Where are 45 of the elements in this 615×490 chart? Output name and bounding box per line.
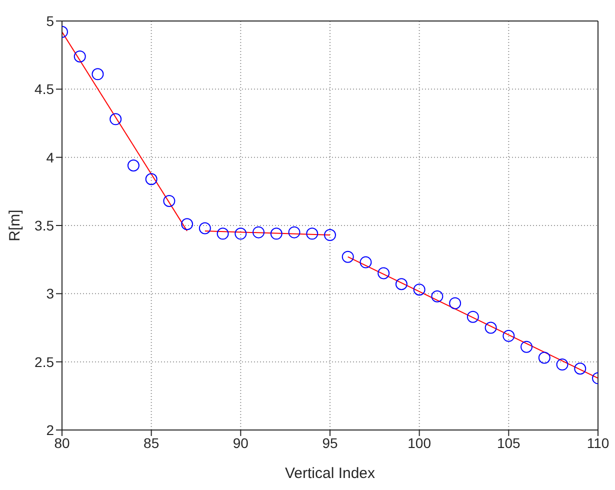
x-tick-label: 105 bbox=[496, 434, 521, 451]
x-tick-label: 110 bbox=[586, 434, 610, 451]
point bbox=[110, 113, 122, 126]
point bbox=[163, 194, 176, 207]
point bbox=[556, 358, 568, 371]
point bbox=[252, 226, 265, 238]
point bbox=[449, 297, 462, 310]
point bbox=[324, 229, 336, 242]
y-tick-label: 2.5 bbox=[34, 354, 54, 370]
point bbox=[360, 256, 372, 268]
x-axis-title: Vertical Index bbox=[284, 465, 376, 482]
point bbox=[181, 218, 194, 230]
x-tick-label: 95 bbox=[322, 434, 338, 451]
y-tick-label: 3.5 bbox=[34, 217, 54, 234]
point bbox=[216, 228, 229, 240]
point bbox=[74, 50, 86, 62]
y-tick-label: 5 bbox=[46, 12, 54, 29]
y-tick-label: 3 bbox=[46, 286, 54, 302]
point bbox=[395, 278, 408, 290]
y-tick-label: 2 bbox=[46, 422, 54, 438]
point bbox=[234, 228, 247, 240]
y-tick-label: 4.5 bbox=[34, 81, 54, 98]
point bbox=[574, 362, 586, 375]
point bbox=[502, 330, 515, 342]
point bbox=[413, 284, 426, 296]
point bbox=[198, 222, 211, 234]
point bbox=[378, 267, 390, 280]
x-tick-label: 90 bbox=[232, 434, 249, 451]
point bbox=[127, 160, 140, 172]
point bbox=[538, 352, 550, 364]
x-tick-label: 85 bbox=[144, 434, 160, 451]
y-tick-label: 4 bbox=[46, 149, 54, 166]
point bbox=[145, 173, 158, 186]
point bbox=[431, 290, 444, 302]
point bbox=[92, 68, 104, 80]
x-tick-label: 100 bbox=[408, 434, 432, 451]
point bbox=[466, 310, 479, 323]
point bbox=[342, 250, 354, 263]
y-axis-title: R[m] bbox=[6, 210, 24, 242]
point bbox=[270, 228, 282, 240]
point bbox=[306, 228, 318, 240]
point bbox=[520, 340, 533, 353]
x-tick-label: 80 bbox=[54, 434, 70, 451]
point bbox=[484, 322, 497, 334]
point bbox=[288, 226, 300, 238]
